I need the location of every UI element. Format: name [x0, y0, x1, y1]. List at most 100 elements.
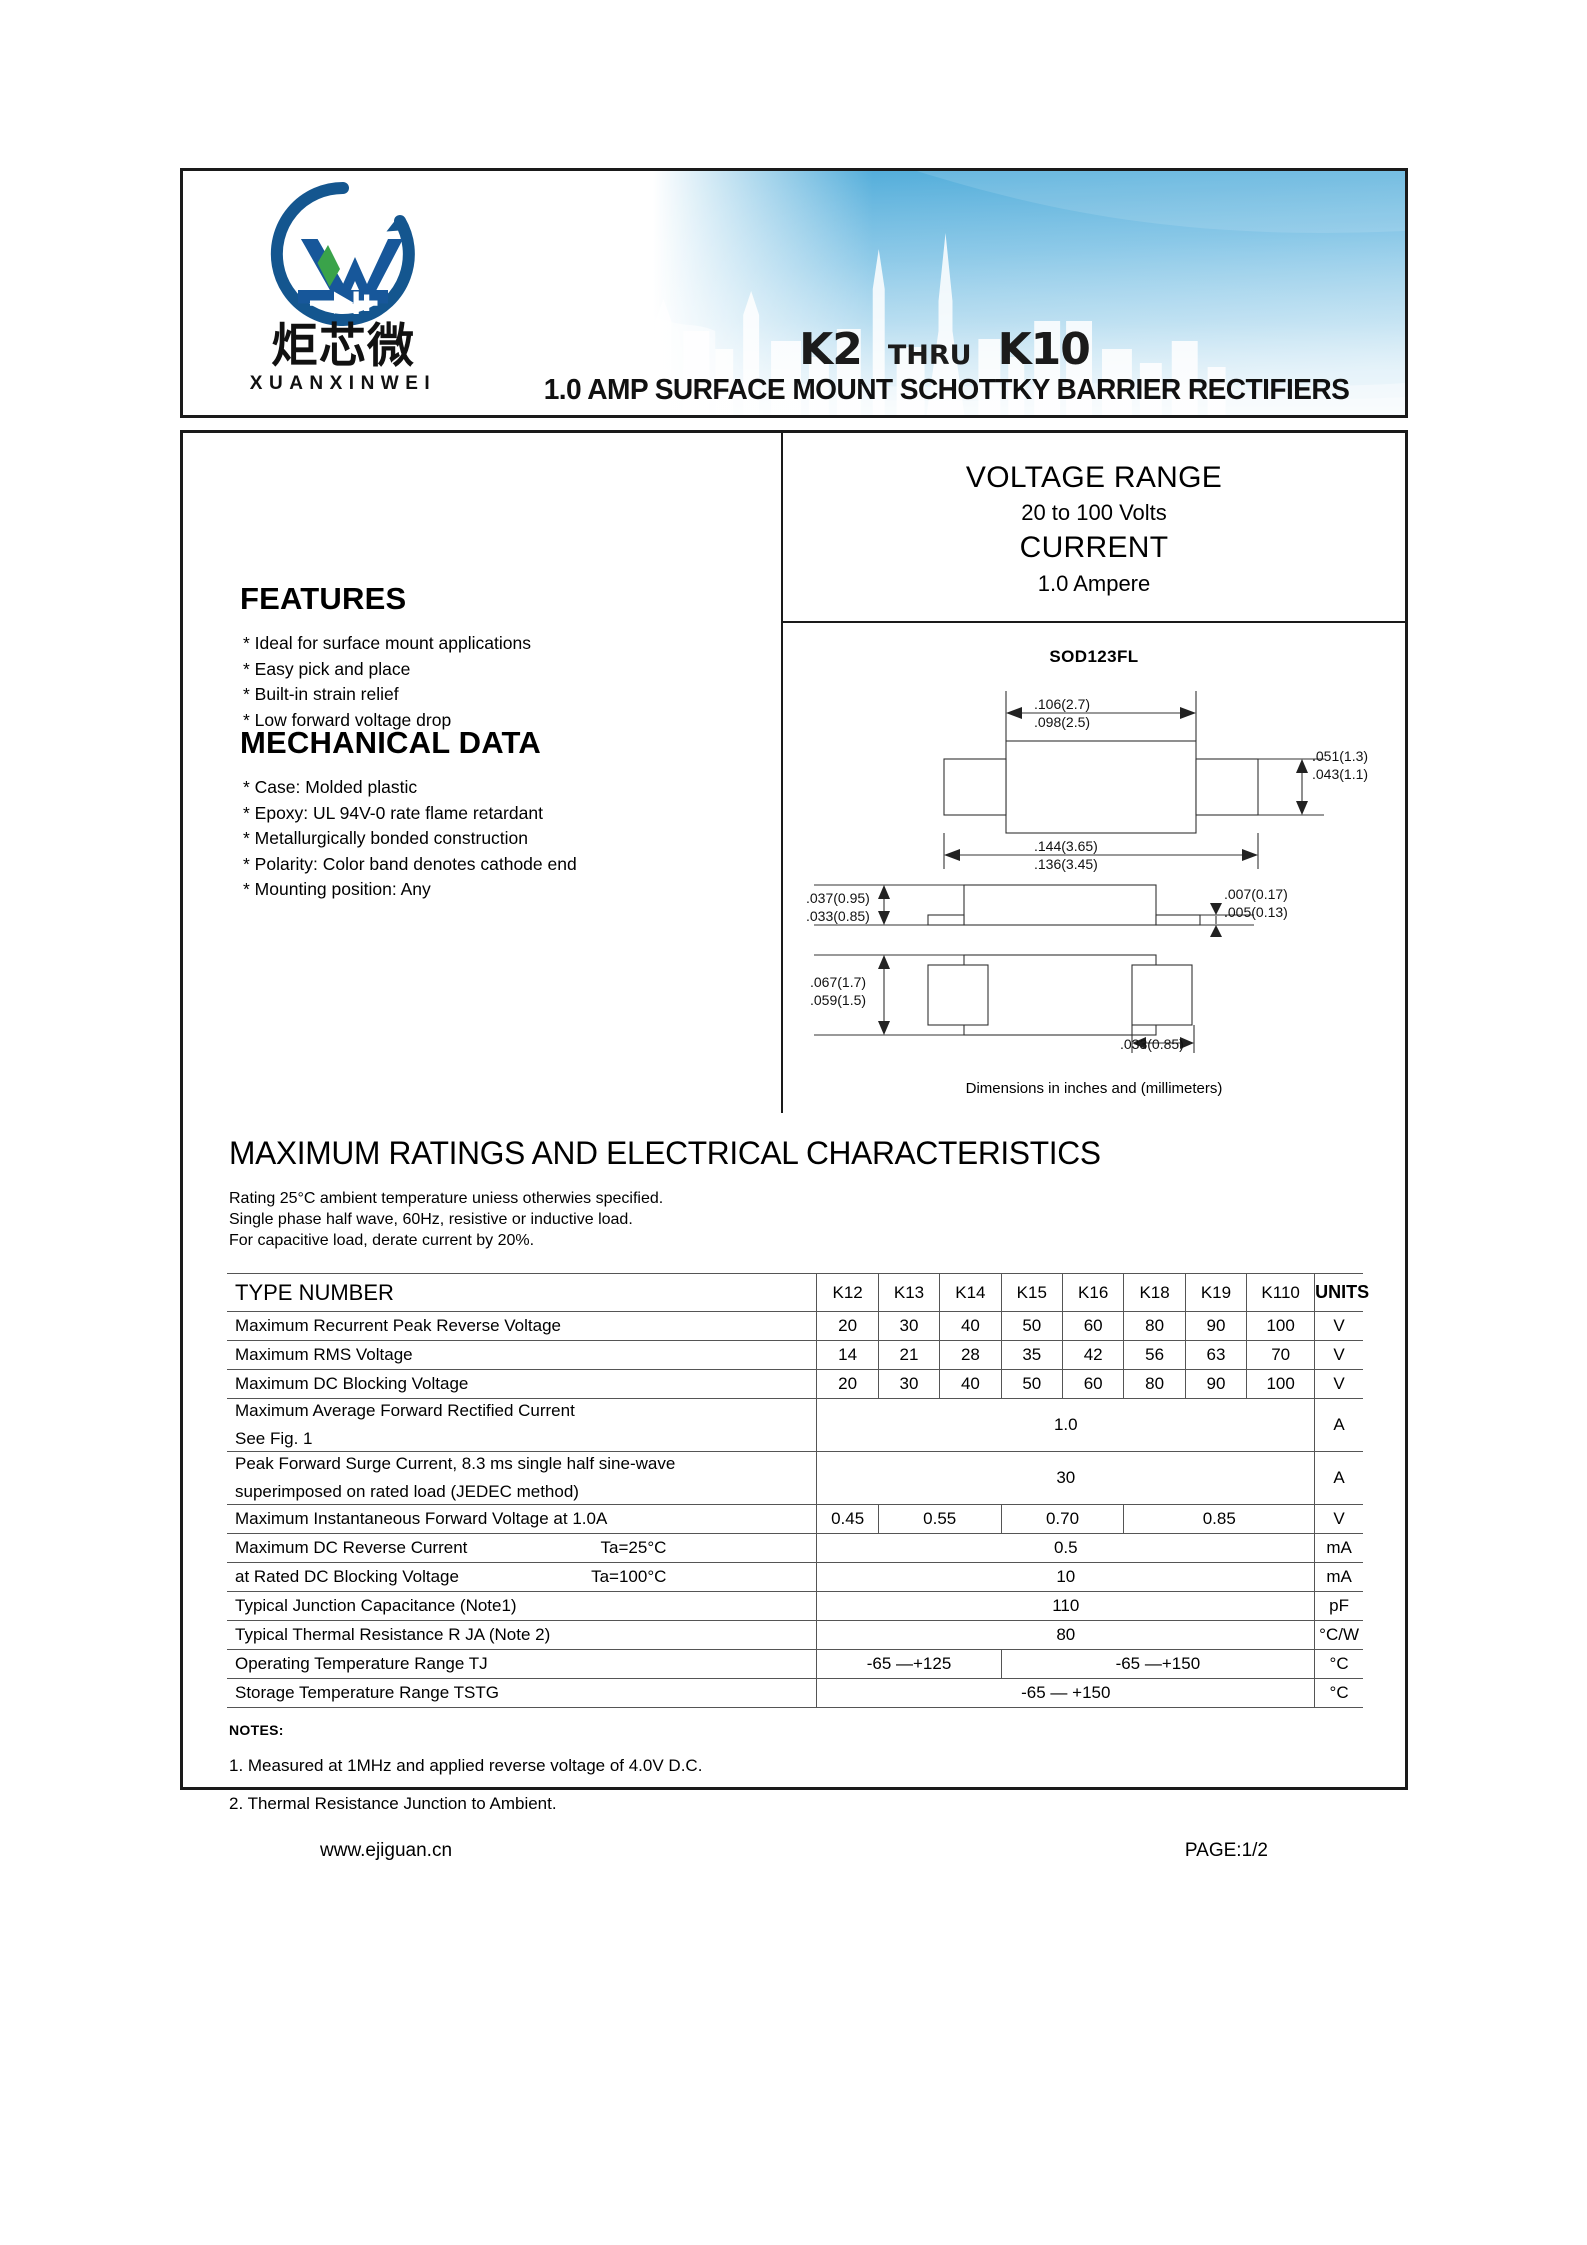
voltage-range-value: 20 to 100 Volts [1021, 500, 1167, 525]
dim-body-height-max: .051(1.3) [1312, 748, 1368, 764]
cell-value-group: -65 —+125 [816, 1649, 1002, 1679]
cell-value-group: 0.55 [877, 1504, 1002, 1534]
table-header-row: TYPE NUMBER K12 K13 K14 K15 K16 K18 K19 … [227, 1273, 1369, 1312]
cell-value: 90 [1184, 1311, 1248, 1341]
list-item: * Metallurgically bonded construction [243, 828, 529, 848]
list-item: * Ideal for surface mount applications [243, 633, 531, 653]
header-box: 炬芯微 XUANXINWEI [180, 168, 1408, 418]
dim-overall-length-max: .144(3.65) [1034, 838, 1098, 854]
cell-value-merged: 10 [816, 1562, 1316, 1592]
row-label: Maximum DC Reverse Current [235, 1538, 468, 1557]
product-description: 1.0 AMP SURFACE MOUNT SCHOTTKY BARRIER R… [543, 374, 1350, 406]
list-item: * Low forward voltage drop [243, 709, 452, 730]
header-banner: K2 THRU K10 1.0 AMP SURFACE MOUNT SCHOTTKY… [488, 171, 1405, 415]
note-item: 1. Measured at 1MHz and applied reverse … [229, 1756, 703, 1775]
table-row: Maximum DC Reverse Current Ta=25°C 0.5 m… [227, 1533, 1363, 1563]
cell-value-merged: 1.0 [816, 1398, 1316, 1452]
table-row: Maximum Instantaneous Forward Voltage at… [227, 1504, 1363, 1534]
cell-value-merged: 110 [816, 1591, 1316, 1621]
model-start: K2 [799, 324, 863, 375]
cell-value: 20 [816, 1311, 879, 1341]
package-dimension-note: Dimensions in inches and (millimeters) [965, 1080, 1223, 1097]
cell-value-merged: 0.5 [816, 1533, 1316, 1563]
dim-lead-thickness-min: .005(0.13) [1224, 904, 1288, 920]
type-number-k13: K13 [877, 1273, 941, 1312]
table-row: Typical Junction Capacitance (Note1) 110… [227, 1591, 1363, 1621]
row-label: Typical Junction Capacitance (Note1) [227, 1591, 818, 1621]
model-end: K10 [997, 324, 1091, 375]
type-number-k15: K15 [1000, 1273, 1063, 1312]
dim-pad-max: .033(0.85) [1120, 1036, 1184, 1052]
cell-value: 80 [1123, 1369, 1186, 1399]
current-title: CURRENT [1019, 531, 1169, 564]
table-row: Storage Temperature Range TSTG -65 — +15… [227, 1678, 1363, 1708]
dim-body-length-max: .106(2.7) [1034, 696, 1090, 712]
table-row: Maximum RMS Voltage 14 21 28 35 42 56 63… [227, 1340, 1363, 1370]
list-item: * Case: Molded plastic [243, 777, 418, 797]
cell-value: 14 [816, 1340, 879, 1370]
row-label-multiline: Maximum Average Forward Rectified Curren… [227, 1398, 818, 1452]
cell-unit: mA [1314, 1533, 1363, 1563]
cell-value: 28 [939, 1340, 1002, 1370]
cell-unit: V [1314, 1311, 1363, 1341]
dim-overall-length-min: .136(3.45) [1034, 856, 1098, 872]
footer-website: www.ejiguan.cn [320, 1840, 453, 1861]
cell-unit: °C [1314, 1649, 1363, 1679]
company-logo: 炬芯微 XUANXINWEI [218, 179, 468, 409]
type-number-k110: K110 [1246, 1273, 1316, 1312]
cell-value-merged: 80 [816, 1620, 1316, 1650]
cell-value: 20 [816, 1369, 879, 1399]
condition-line: Rating 25°C ambient temperature uniess o… [229, 1190, 664, 1207]
type-number-k19: K19 [1184, 1273, 1248, 1312]
voltage-current-box: VOLTAGE RANGE 20 to 100 Volts CURRENT 1.… [783, 433, 1405, 623]
list-item: * Built-in strain relief [243, 684, 399, 704]
cell-value-merged: -65 — +150 [816, 1678, 1316, 1708]
cell-value: 70 [1246, 1340, 1316, 1370]
cell-value: 21 [877, 1340, 941, 1370]
cell-value: 40 [939, 1369, 1002, 1399]
logo-chinese-name: 炬芯微 [271, 319, 415, 374]
mechanical-data-list: * Case: Molded plastic * Epoxy: UL 94V-0… [243, 775, 577, 903]
dim-body-length-min: .098(2.5) [1034, 714, 1090, 730]
ratings-section: MAXIMUM RATINGS AND ELECTRICAL CHARACTER… [183, 1113, 1405, 1813]
current-value: 1.0 Ampere [1037, 570, 1151, 596]
row-label: Maximum RMS Voltage [227, 1340, 818, 1370]
xw-circle-logo-icon [270, 182, 415, 326]
footer-page-number: PAGE:1/2 [1184, 1840, 1268, 1861]
specifications-table: TYPE NUMBER K12 K13 K14 K15 K16 K18 K19 … [227, 1273, 1369, 1708]
features-heading: FEATURES [240, 581, 407, 616]
cell-unit: pF [1314, 1591, 1363, 1621]
cell-value: 50 [1000, 1311, 1063, 1341]
type-number-k14: K14 [939, 1273, 1002, 1312]
row-condition: Ta=25°C [600, 1538, 667, 1557]
row-label: Maximum DC Blocking Voltage [227, 1369, 818, 1399]
cell-unit: °C [1314, 1678, 1363, 1708]
banner-title-block: K2 THRU K10 1.0 AMP SURFACE MOUNT SCHOTTKY… [488, 328, 1405, 407]
row-label: Maximum Average Forward Rectified Curren… [235, 1401, 575, 1420]
cell-value-group: -65 —+150 [1000, 1649, 1316, 1679]
cell-unit: V [1314, 1504, 1363, 1534]
list-item: * Mounting position: Any [243, 879, 431, 899]
condition-line: Single phase half wave, 60Hz, resistive … [229, 1211, 633, 1228]
note-item: 2. Thermal Resistance Junction to Ambien… [229, 1794, 557, 1813]
page-footer: www.ejiguan.cn PAGE:1/2 [180, 1840, 1408, 1862]
features-list: * Ideal for surface mount applications *… [243, 631, 531, 733]
cell-value: 80 [1123, 1311, 1186, 1341]
row-label-with-condition: at Rated DC Blocking Voltage Ta=100°C [227, 1562, 818, 1592]
cell-unit: V [1314, 1340, 1363, 1370]
table-row: Maximum Average Forward Rectified Curren… [227, 1398, 1363, 1452]
skyline-graphic [488, 171, 1405, 415]
main-content-box: FEATURES * Ideal for surface mount appli… [180, 430, 1408, 1813]
row-label: Maximum Instantaneous Forward Voltage at… [227, 1504, 818, 1534]
cell-value: 50 [1000, 1369, 1063, 1399]
row-label-with-condition: Maximum DC Reverse Current Ta=25°C [227, 1533, 818, 1563]
cell-value: 100 [1246, 1369, 1316, 1399]
row-label: Typical Thermal Resistance R JA (Note 2) [227, 1620, 818, 1650]
dim-thickness-max: .037(0.95) [806, 890, 870, 906]
cell-value-merged: 30 [816, 1451, 1316, 1505]
cell-value: 30 [877, 1311, 941, 1341]
cell-unit: A [1314, 1451, 1363, 1505]
features-column: FEATURES * Ideal for surface mount appli… [183, 433, 783, 1113]
top-region: FEATURES * Ideal for surface mount appli… [183, 433, 1405, 1113]
